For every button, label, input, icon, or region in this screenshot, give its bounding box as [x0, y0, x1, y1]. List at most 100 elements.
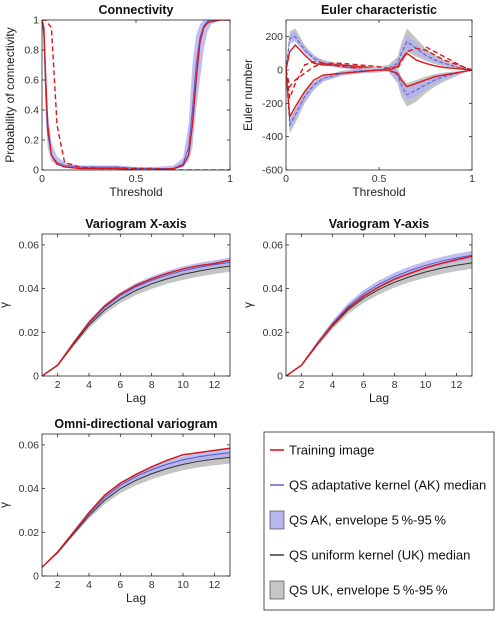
vario-x-xtick-label: 6: [117, 379, 123, 391]
vario-x-xtick-label: 4: [86, 379, 92, 391]
legend-label: Training image: [289, 443, 375, 458]
vario-x-xtick-label: 2: [55, 379, 61, 391]
vario-y-xtick-label: 6: [361, 379, 367, 391]
ak-median-line-lower: [286, 40, 472, 127]
connectivity-ytick-label: 0: [33, 165, 39, 177]
connectivity-xtick-label: 1: [227, 173, 233, 185]
legend-box: [263, 431, 495, 611]
uk-median-line: [42, 456, 230, 568]
connectivity-ylabel: Probability of connectivity: [3, 27, 17, 162]
panel-vario-x: Variogram X-axis 2 4 6 8 10 12 0 0.02 0.04 0.06 Lag…: [0, 217, 231, 405]
panel-vario-omni: Omni-directional variogram 2 4 6 8 10 12 0 0.02 0…: [0, 417, 231, 605]
legend-label: QS UK, envelope 5 %-95 %: [289, 583, 448, 598]
vario-y-ylabel: γ: [241, 302, 255, 308]
training-line: [286, 255, 472, 376]
uk-median-line: [42, 265, 230, 376]
vario-x-xtick-label: 8: [149, 379, 155, 391]
ak-envelope-lower: [286, 35, 472, 130]
legend-label: QS adaptative kernel (AK) median: [289, 478, 486, 493]
vario-y-ytick-label: 0.04: [263, 283, 284, 295]
ak-median-line: [42, 261, 230, 376]
euler-xlabel: Threshold: [352, 185, 405, 199]
connectivity-plot-area: [42, 20, 230, 170]
ak-median-line-upper: [286, 36, 472, 96]
vario-omni-plot-area: [42, 447, 230, 568]
connectivity-ytick-label: 0.2: [24, 135, 39, 147]
vario-omni-xtick-label: 8: [149, 579, 155, 591]
vario-omni-xtick-label: 12: [208, 579, 220, 591]
connectivity-xtick-label: 0.5: [129, 173, 144, 185]
training-line-upper: [286, 43, 472, 88]
ak-envelope-upper: [286, 31, 472, 101]
uk-median-line: [286, 262, 472, 376]
connectivity-ytick-label: 0.8: [24, 45, 39, 57]
vario-omni-xtick-label: 10: [177, 579, 189, 591]
vario-omni-xtick-label: 6: [117, 579, 123, 591]
vario-x-ytick-label: 0.06: [19, 239, 40, 251]
euler-title: Euler characteristic: [321, 3, 437, 17]
euler-ytick-label: -400: [262, 131, 283, 143]
connectivity-ytick-label: 0.6: [24, 75, 39, 87]
vario-x-xtick-label: 12: [208, 379, 220, 391]
uk-envelope: [286, 256, 472, 376]
euler-ylabel: Euler number: [241, 59, 255, 131]
vario-y-title: Variogram Y-axis: [329, 217, 430, 231]
ak-envelope: [42, 20, 230, 170]
vario-x-title: Variogram X-axis: [85, 217, 186, 231]
vario-y-xtick-label: 4: [330, 379, 336, 391]
training-line-dashed: [42, 20, 230, 170]
vario-omni-title: Omni-directional variogram: [54, 417, 217, 431]
training-line-lower: [286, 52, 472, 120]
euler-xtick-label: 1: [469, 173, 475, 185]
vario-x-axes-box: [41, 233, 231, 377]
vario-y-ytick-label: 0.02: [263, 327, 284, 339]
vario-y-ytick-label: 0: [277, 371, 283, 383]
vario-omni-xtick-label: 4: [86, 579, 92, 591]
vario-y-plot-area: [286, 250, 472, 376]
vario-x-xtick-label: 10: [177, 379, 189, 391]
legend: Training image QS adaptative kernel (AK) …: [263, 431, 495, 611]
vario-x-plot-area: [42, 257, 230, 376]
panel-euler: Euler characteristic 0 0.5 1 -600 -400 -200 0 20…: [241, 3, 475, 199]
vario-x-ytick-label: 0: [33, 371, 39, 383]
euler-ytick-label: -200: [262, 98, 283, 110]
panel-vario-y: Variogram Y-axis 2 4 6 8 10 12 0 0.02 0.04 0.06 Lag…: [241, 217, 473, 405]
uk-envelope: [42, 261, 230, 376]
vario-omni-xtick-label: 2: [55, 579, 61, 591]
euler-ytick-label: 0: [277, 65, 283, 77]
euler-ytick-label: -600: [262, 165, 283, 177]
vario-y-axes-box: [285, 233, 473, 377]
connectivity-title: Connectivity: [98, 3, 173, 17]
connectivity-ytick-label: 1: [33, 15, 39, 27]
connectivity-ytick-label: 0.4: [24, 105, 39, 117]
legend-label: QS uniform kernel (UK) median: [289, 548, 470, 563]
training-line: [42, 20, 230, 170]
euler-ytick-label: 200: [265, 31, 283, 43]
euler-axes-box: [285, 19, 473, 171]
legend-swatch-patch: [269, 580, 285, 600]
vario-x-xlabel: Lag: [126, 391, 146, 405]
euler-xtick-label: 0: [283, 173, 289, 185]
training-line: [42, 447, 230, 568]
vario-x-ylabel: γ: [0, 302, 11, 308]
vario-omni-ytick-label: 0.06: [19, 439, 40, 451]
connectivity-xtick-label: 0: [39, 173, 45, 185]
vario-y-xtick-label: 8: [392, 379, 398, 391]
euler-xtick-label: 0.5: [372, 173, 387, 185]
vario-y-xlabel: Lag: [369, 391, 389, 405]
uk-envelope: [42, 451, 230, 568]
vario-x-ytick-label: 0.02: [19, 327, 40, 339]
vario-omni-ytick-label: 0: [33, 571, 39, 583]
training-line: [42, 259, 230, 376]
vario-x-ytick-label: 0.04: [19, 283, 40, 295]
panel-connectivity: Connectivity 0 0.5 1 0 0.2 0.4 0.6 0.8 1 Threshold…: [3, 3, 233, 199]
vario-omni-ytick-label: 0.02: [19, 527, 40, 539]
euler-plot-area: [286, 28, 472, 134]
vario-y-xtick-label: 2: [299, 379, 305, 391]
vario-omni-axes-box: [41, 433, 231, 577]
vario-y-ytick-label: 0.06: [263, 239, 284, 251]
vario-omni-ytick-label: 0.04: [19, 483, 40, 495]
vario-y-xtick-label: 10: [420, 379, 432, 391]
connectivity-xlabel: Threshold: [109, 185, 162, 199]
